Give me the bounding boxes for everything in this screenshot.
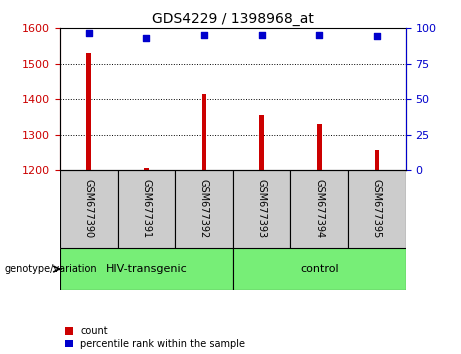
Bar bbox=[60, 170, 118, 248]
Text: GSM677392: GSM677392 bbox=[199, 179, 209, 239]
Text: control: control bbox=[300, 264, 338, 274]
Bar bbox=[201, 94, 206, 170]
Text: GSM677394: GSM677394 bbox=[314, 179, 324, 239]
Bar bbox=[374, 150, 379, 170]
Text: HIV-transgenic: HIV-transgenic bbox=[106, 264, 187, 274]
Text: genotype/variation: genotype/variation bbox=[5, 264, 97, 274]
Bar bbox=[60, 248, 233, 290]
Bar bbox=[233, 248, 406, 290]
Text: GSM677393: GSM677393 bbox=[257, 179, 266, 239]
Bar bbox=[348, 170, 406, 248]
Text: GSM677395: GSM677395 bbox=[372, 179, 382, 239]
Title: GDS4229 / 1398968_at: GDS4229 / 1398968_at bbox=[152, 12, 314, 26]
Legend: count, percentile rank within the sample: count, percentile rank within the sample bbox=[65, 326, 245, 349]
Bar bbox=[86, 53, 91, 170]
Bar bbox=[144, 168, 148, 170]
Point bbox=[373, 33, 381, 39]
Point bbox=[142, 35, 150, 40]
Bar bbox=[175, 170, 233, 248]
Bar bbox=[290, 170, 348, 248]
Text: GSM677391: GSM677391 bbox=[142, 179, 151, 239]
Bar bbox=[233, 170, 290, 248]
Point bbox=[85, 30, 92, 36]
Bar bbox=[259, 115, 264, 170]
Bar bbox=[317, 124, 321, 170]
Bar bbox=[118, 170, 175, 248]
Point bbox=[315, 32, 323, 38]
Point bbox=[200, 32, 207, 38]
Point bbox=[258, 32, 266, 38]
Text: GSM677390: GSM677390 bbox=[84, 179, 94, 239]
